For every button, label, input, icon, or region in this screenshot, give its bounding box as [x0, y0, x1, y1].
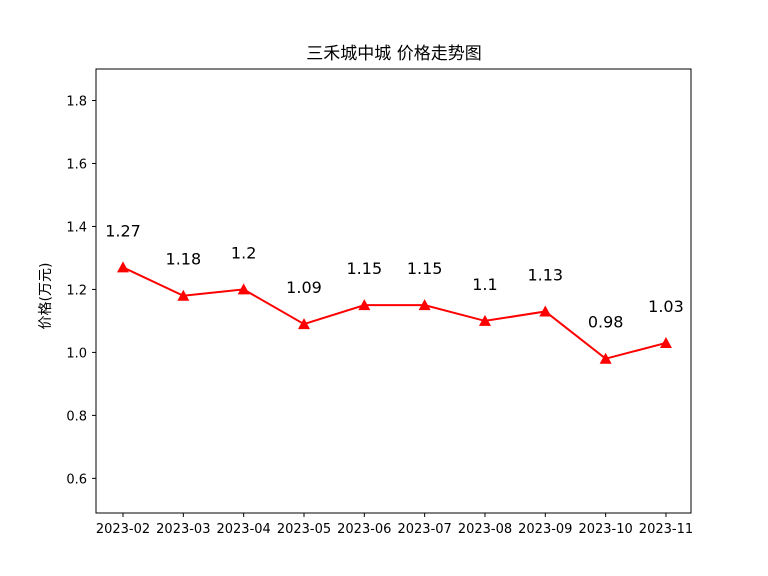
- y-tick-label: 1.2: [66, 283, 87, 298]
- y-tick-label: 1.4: [66, 220, 87, 235]
- x-tick-label: 2023-11: [639, 522, 693, 537]
- x-tick-label: 2023-05: [277, 522, 331, 537]
- x-tick-label: 2023-02: [96, 522, 150, 537]
- data-label: 1.1: [472, 275, 497, 294]
- series-line: [122, 266, 667, 360]
- data-point-marker: [358, 299, 371, 311]
- data-label: 1.09: [286, 278, 322, 297]
- plot-area: 0.6 0.8 1.0 1.2 1.4 1.6 1.8 2023-02 2023-03 2023-…: [66, 68, 693, 537]
- y-axis-label: 价格(万元): [38, 263, 54, 330]
- data-point-marker: [418, 299, 431, 311]
- x-tick-label: 2023-08: [458, 522, 512, 537]
- x-tick-label: 2023-09: [518, 522, 572, 537]
- data-label: 1.27: [105, 221, 141, 240]
- data-point-marker: [599, 352, 612, 364]
- y-tick-label: 1.8: [66, 94, 87, 109]
- data-label: 1.03: [648, 297, 684, 316]
- data-label: 1.18: [166, 250, 202, 269]
- chart-title: 三禾城中城 价格走势图: [306, 44, 481, 64]
- y-tick-label: 1.0: [66, 346, 87, 361]
- y-tick-label: 0.8: [66, 409, 87, 424]
- x-tick-label: 2023-10: [578, 522, 632, 537]
- x-tick-label: 2023-06: [337, 522, 391, 537]
- data-point-marker: [539, 305, 552, 317]
- x-tick-label: 2023-07: [397, 522, 451, 537]
- data-point-marker: [237, 283, 250, 295]
- x-tick-label: 2023-03: [156, 522, 210, 537]
- data-point-marker: [478, 314, 491, 326]
- data-label: 1.13: [527, 265, 563, 284]
- data-label: 0.98: [588, 313, 624, 332]
- data-point-marker: [297, 318, 310, 330]
- x-tick-label: 2023-04: [216, 522, 270, 537]
- y-tick-label: 0.6: [66, 472, 87, 487]
- data-point-marker: [659, 336, 672, 348]
- data-label: 1.2: [231, 243, 256, 262]
- y-tick-label: 1.6: [66, 157, 87, 172]
- plot-frame: [95, 68, 692, 514]
- data-label: 1.15: [347, 259, 383, 278]
- data-point-marker: [177, 289, 190, 301]
- data-label: 1.15: [407, 259, 443, 278]
- data-point-marker: [117, 261, 129, 273]
